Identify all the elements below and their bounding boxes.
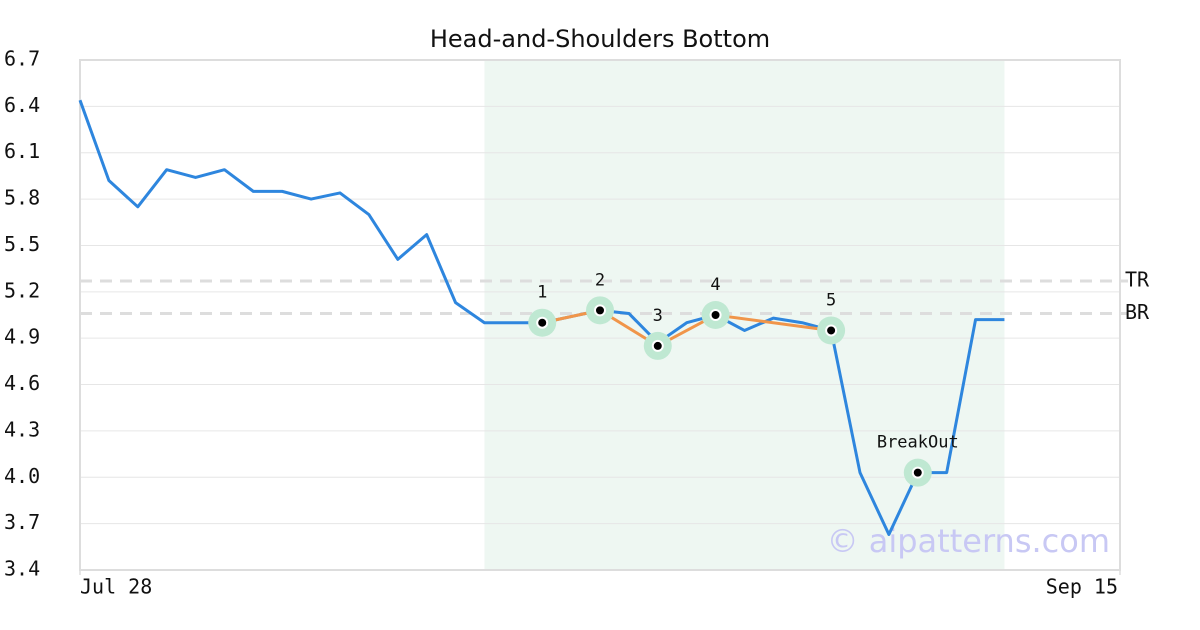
plot-frame bbox=[79, 59, 1121, 571]
pattern-region bbox=[484, 60, 1005, 570]
level-label: TR bbox=[1125, 268, 1150, 292]
x-tick-label: Jul 28 bbox=[80, 575, 152, 599]
pattern-point bbox=[536, 316, 549, 329]
x-tick-label: Sep 15 bbox=[1046, 575, 1118, 599]
chart-title: Head-and-Shoulders Bottom bbox=[430, 25, 770, 53]
y-tick-label: 6.1 bbox=[4, 139, 40, 163]
pattern-label: 4 bbox=[710, 275, 720, 295]
watermark: © aipatterns.com bbox=[827, 522, 1110, 560]
y-tick-label: 4.9 bbox=[4, 325, 40, 349]
y-tick-label: 5.8 bbox=[4, 186, 40, 210]
y-tick-label: 6.4 bbox=[4, 93, 40, 117]
pattern-point bbox=[651, 339, 664, 352]
pattern-label: 2 bbox=[595, 270, 605, 290]
pattern-point bbox=[825, 324, 838, 337]
y-tick-label: 4.6 bbox=[4, 371, 40, 395]
pattern-label: 5 bbox=[826, 290, 836, 310]
y-tick-label: 6.7 bbox=[4, 47, 40, 71]
pattern-label: BreakOut bbox=[877, 433, 959, 453]
y-tick-label: 4.3 bbox=[4, 417, 40, 441]
pattern-point bbox=[911, 466, 924, 479]
level-label: BR bbox=[1125, 300, 1150, 324]
y-tick-label: 3.7 bbox=[4, 510, 40, 534]
pattern-point bbox=[594, 304, 606, 317]
pattern-point bbox=[709, 309, 722, 321]
pattern-label: 3 bbox=[653, 306, 663, 326]
y-tick-label: 3.4 bbox=[4, 557, 40, 581]
pattern-label: 1 bbox=[537, 283, 547, 303]
y-tick-label: 4.0 bbox=[4, 464, 40, 488]
y-tick-label: 5.2 bbox=[4, 278, 40, 302]
y-tick-label: 5.5 bbox=[4, 232, 40, 256]
